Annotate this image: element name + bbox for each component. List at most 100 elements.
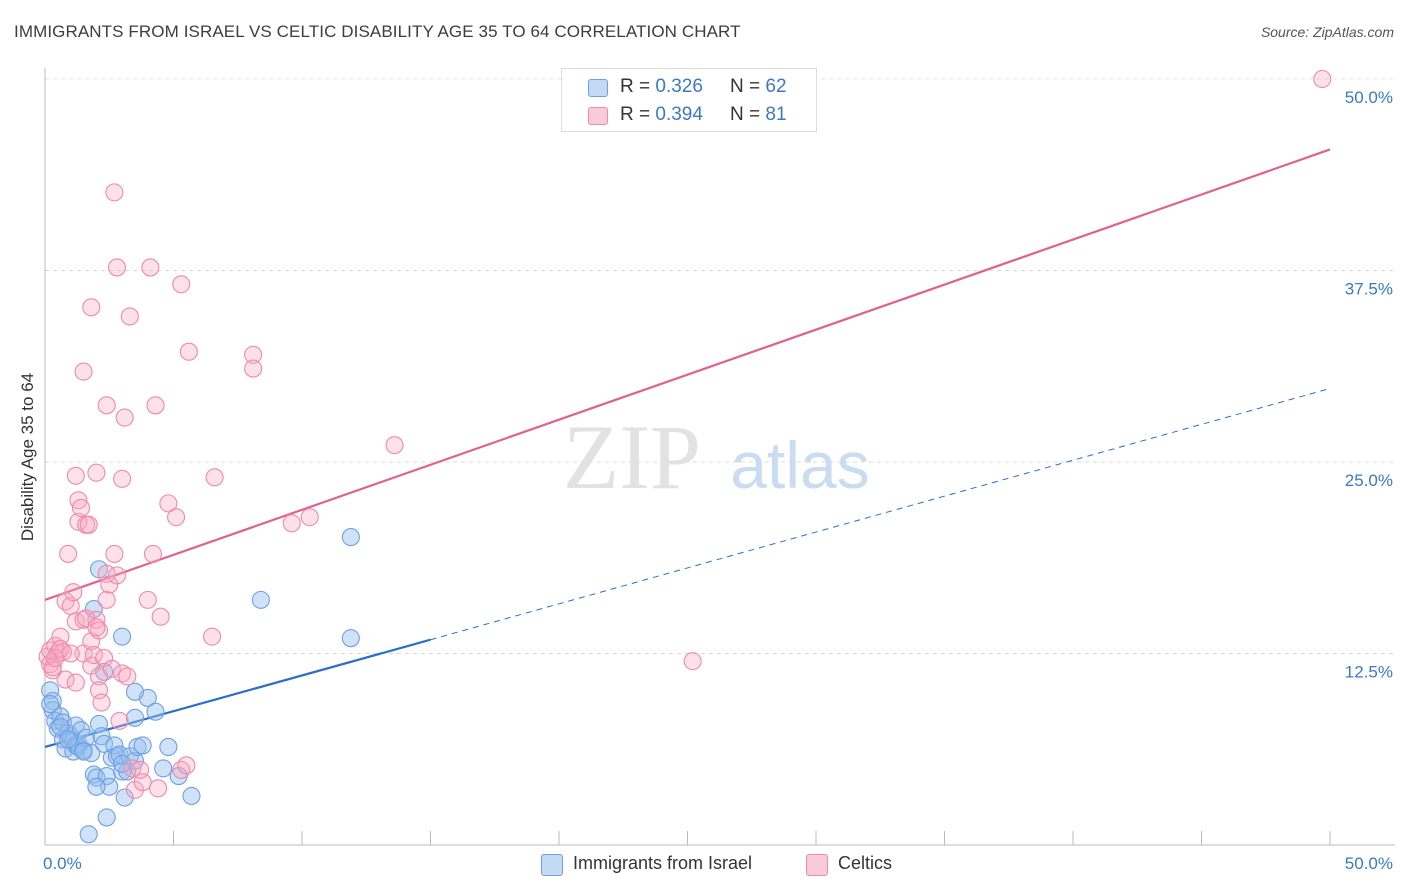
point-celtics-69 <box>385 436 404 455</box>
point-celtics-24 <box>84 645 103 665</box>
point-celtics-45 <box>138 590 157 609</box>
trend-line-extension-0 <box>430 387 1331 641</box>
point-celtics-76 <box>66 673 85 692</box>
legend-n-israel: N = 62 <box>730 76 787 97</box>
y-tick-label-2: 37.5% <box>1345 280 1393 299</box>
point-celtics-40 <box>113 469 132 488</box>
watermark-zip: ZIP <box>563 406 701 508</box>
point-celtics-27 <box>89 621 109 640</box>
point-celtics-80 <box>149 779 168 798</box>
series-legend: Immigrants from Israel Celtics <box>0 852 1406 878</box>
point-israel-60 <box>41 695 60 714</box>
point-celtics-46 <box>143 544 162 563</box>
point-celtics-34 <box>100 575 119 594</box>
point-israel-38 <box>133 736 152 755</box>
chart-title: IMMIGRANTS FROM ISRAEL VS CELTIC DISABIL… <box>14 22 741 41</box>
point-israel-61 <box>113 754 132 773</box>
point-celtics-33 <box>97 590 116 609</box>
point-israel-59 <box>341 629 360 648</box>
chart-source: Source: ZipAtlas.com <box>1260 24 1394 40</box>
point-celtics-58 <box>120 307 139 326</box>
point-celtics-52 <box>74 362 93 381</box>
point-israel-56 <box>74 742 93 761</box>
point-israel-53 <box>79 825 98 844</box>
point-celtics-48 <box>159 494 178 513</box>
point-celtics-21 <box>79 515 98 534</box>
point-israel-33 <box>115 788 134 807</box>
trend-lines <box>44 148 1331 749</box>
legend-r-celtics: R = 0.394 <box>620 104 703 125</box>
watermark-atlas: atlas <box>730 428 869 502</box>
point-celtics-67 <box>282 514 301 533</box>
point-celtics-66 <box>244 359 263 378</box>
axes <box>44 68 1395 846</box>
point-celtics-25 <box>87 463 106 482</box>
point-israel-29 <box>105 736 124 755</box>
legend-bottom-label-israel: Immigrants from Israel <box>573 853 753 873</box>
point-celtics-55 <box>105 183 124 202</box>
point-celtics-54 <box>97 396 116 415</box>
point-israel-27 <box>100 777 119 796</box>
point-celtics-62 <box>179 342 198 361</box>
point-celtics-6 <box>51 627 70 646</box>
point-celtics-64 <box>203 627 222 646</box>
point-celtics-10 <box>59 544 78 563</box>
point-celtics-41 <box>118 667 137 686</box>
point-israel-1 <box>43 691 62 711</box>
point-celtics-70 <box>683 652 702 671</box>
trend-line-0 <box>44 638 431 749</box>
legend-swatch-celtics <box>588 107 608 125</box>
point-celtics-71 <box>1313 69 1332 89</box>
point-celtics-75 <box>61 644 80 663</box>
point-israel-20 <box>82 744 101 763</box>
point-israel-58 <box>341 528 360 547</box>
legend-row-israel: R = 0.326 N = 62 <box>562 73 816 101</box>
point-israel-43 <box>182 786 201 806</box>
point-israel-0 <box>41 681 60 700</box>
point-israel-57 <box>251 590 270 609</box>
point-celtics-56 <box>107 258 127 277</box>
y-tick-label-3: 50.0% <box>1345 88 1393 107</box>
point-celtics-30 <box>92 693 111 712</box>
point-celtics-37 <box>107 566 127 585</box>
point-israel-48 <box>125 708 144 727</box>
legend-bottom-label-celtics: Celtics <box>838 853 893 873</box>
point-celtics-43 <box>125 780 144 799</box>
point-celtics-61 <box>172 275 191 294</box>
point-celtics-53 <box>82 298 101 317</box>
x-tick-label-1: 50.0% <box>1345 854 1393 873</box>
point-celtics-8 <box>56 670 75 689</box>
y-tick-label-0: 12.5% <box>1345 663 1393 682</box>
point-israel-47 <box>125 682 144 701</box>
point-celtics-39 <box>113 664 132 683</box>
legend-n-celtics: N = 81 <box>730 104 787 125</box>
trend-line-1 <box>44 148 1331 601</box>
point-celtics-17 <box>71 498 91 518</box>
point-celtics-49 <box>167 508 186 527</box>
x-tick-label-0: 0.0% <box>43 854 82 873</box>
point-celtics-51 <box>177 756 196 775</box>
point-celtics-60 <box>146 396 165 415</box>
point-celtics-65 <box>244 345 263 364</box>
point-celtics-77 <box>77 609 96 628</box>
point-israel-32 <box>113 762 132 781</box>
point-israel-41 <box>154 759 173 778</box>
point-celtics-42 <box>123 759 142 778</box>
legend-bottom-swatch-israel <box>541 854 563 876</box>
y-tick-label-1: 25.0% <box>1345 471 1393 490</box>
point-israel-55 <box>59 730 78 749</box>
legend-r-israel: R = 0.326 <box>620 76 703 97</box>
data-points <box>38 69 1332 844</box>
correlation-legend: R = 0.326 N = 62 R = 0.394 N = 81 <box>561 68 817 132</box>
tick-labels: 12.5% 25.0% 37.5% 50.0% 0.0% 50.0% <box>43 88 1393 873</box>
point-celtics-36 <box>105 544 124 563</box>
watermark: ZIP atlas <box>563 406 870 508</box>
point-celtics-78 <box>87 618 106 637</box>
point-celtics-59 <box>141 258 160 277</box>
point-israel-49 <box>113 627 132 646</box>
point-celtics-38 <box>110 711 129 730</box>
point-israel-40 <box>146 702 165 721</box>
point-celtics-47 <box>151 607 170 626</box>
point-israel-50 <box>159 737 178 757</box>
